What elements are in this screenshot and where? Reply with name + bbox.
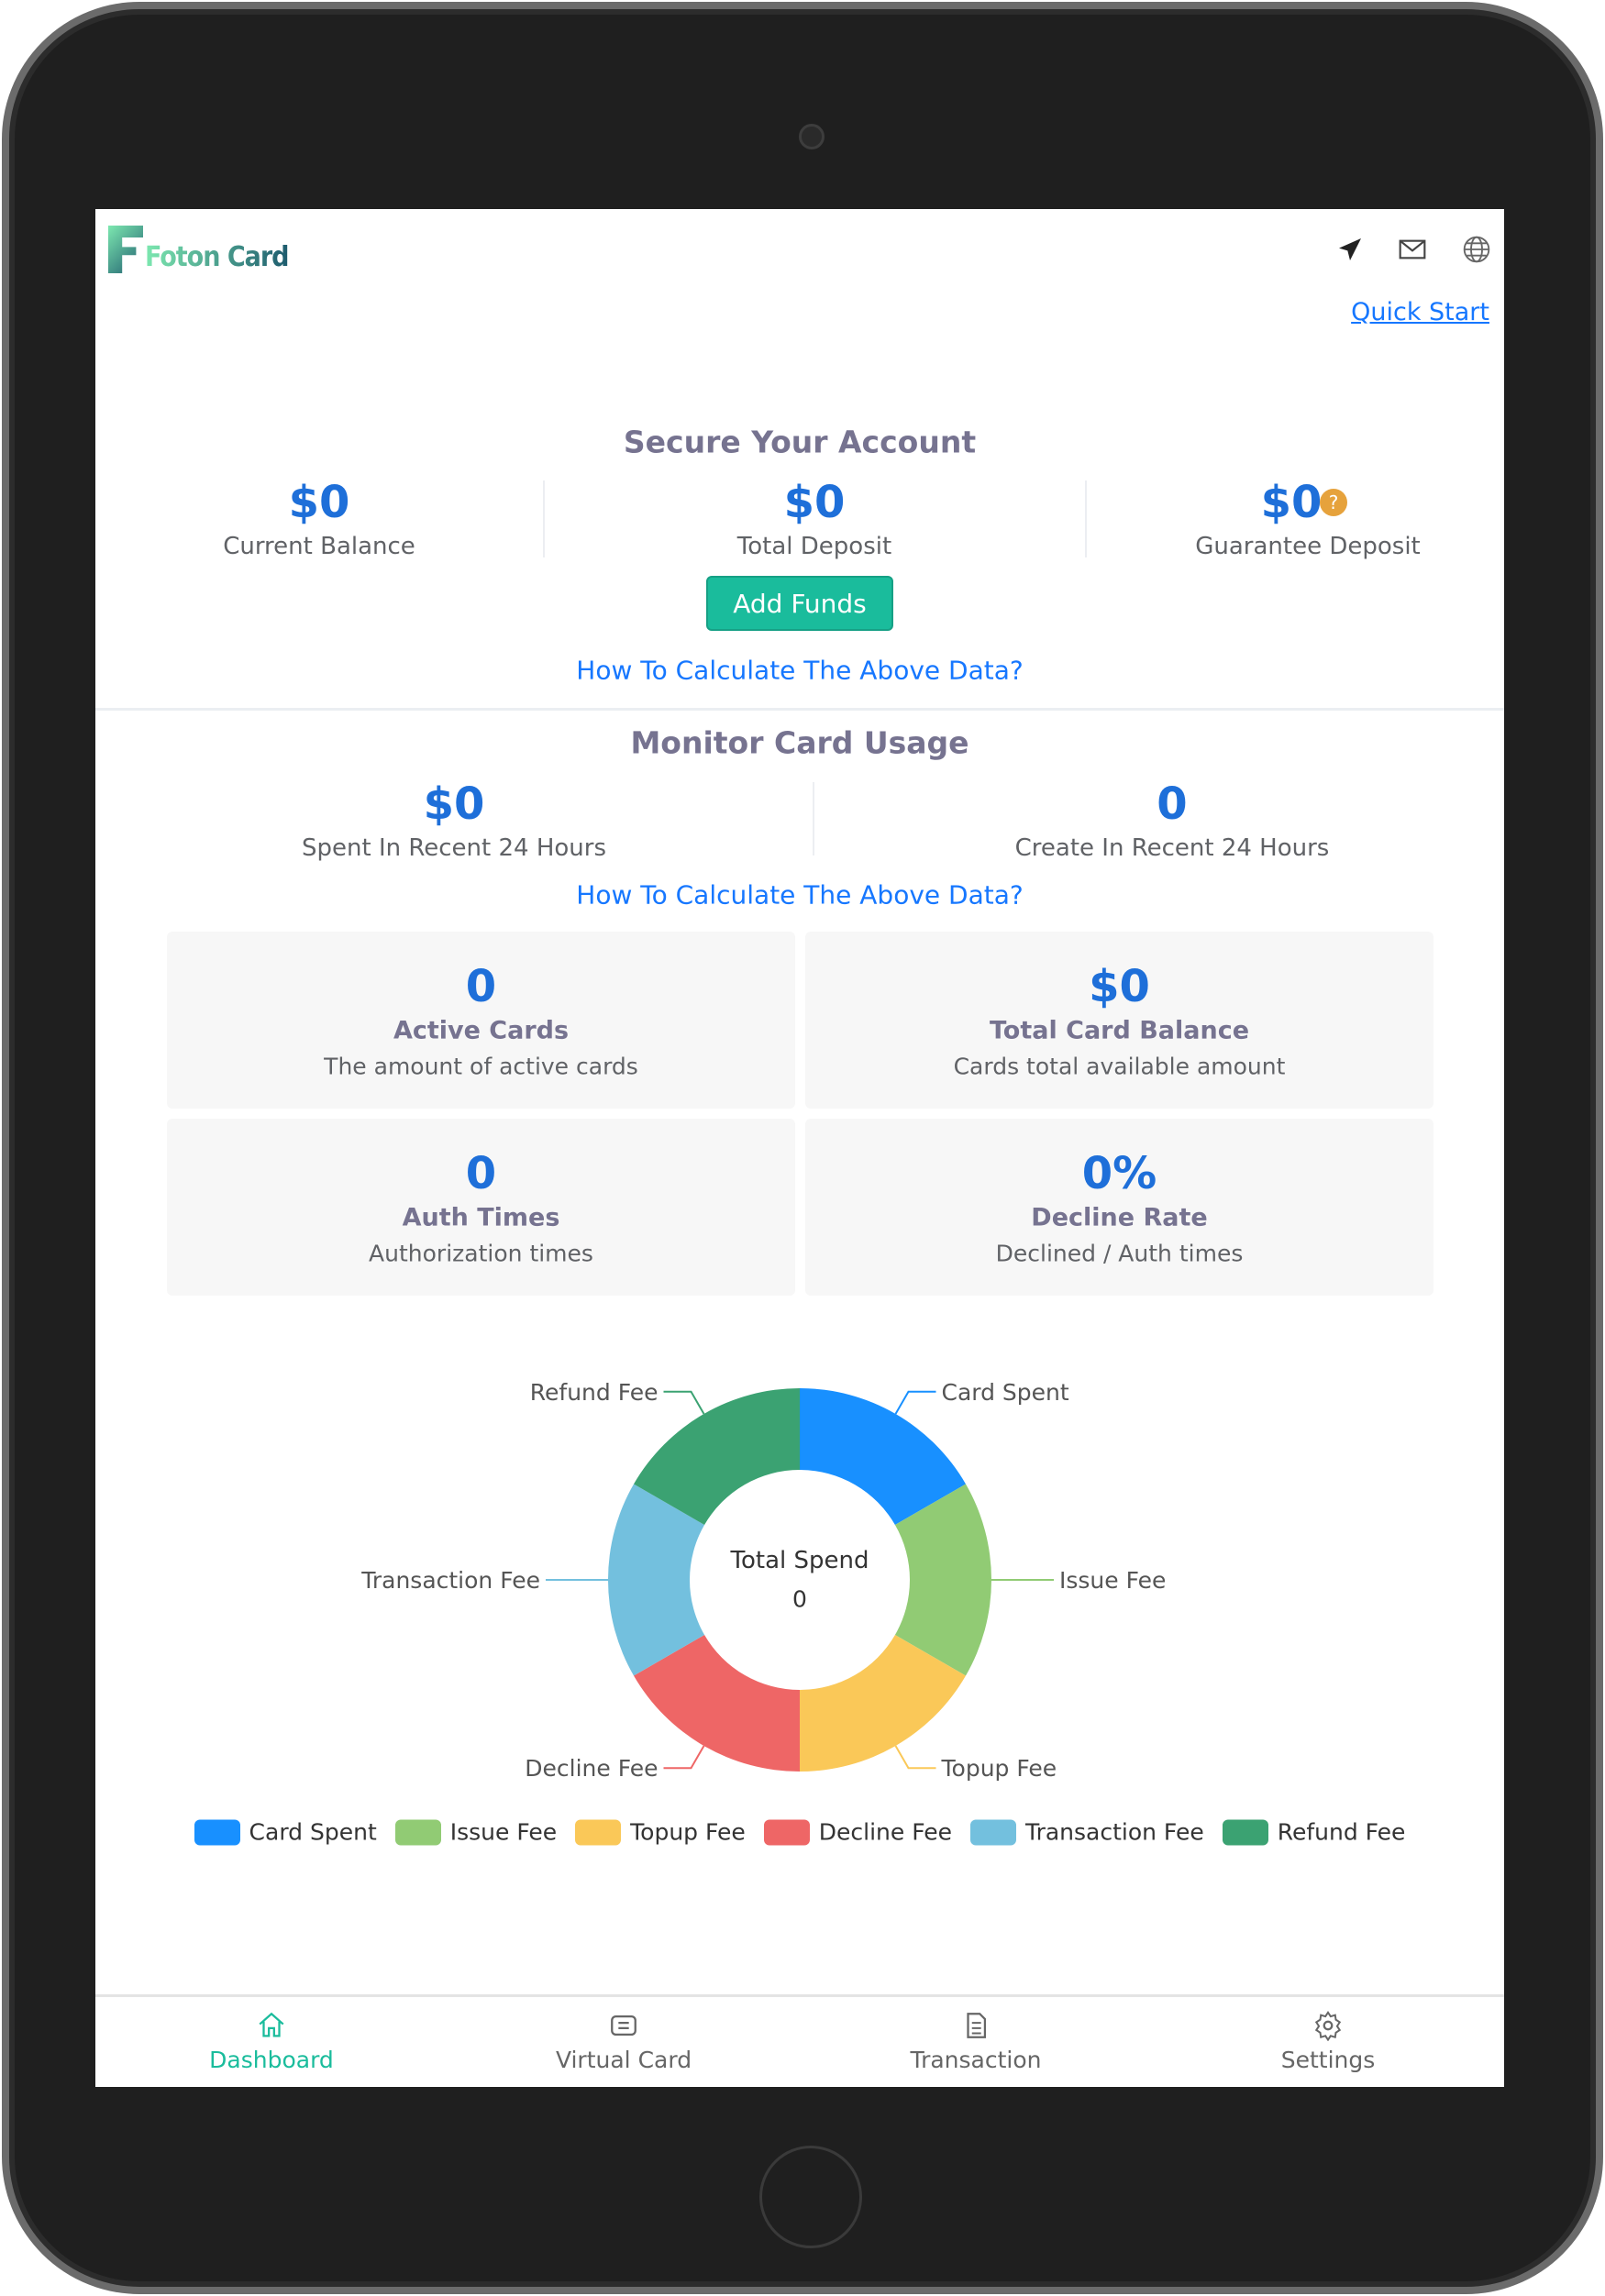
legend-swatch <box>1222 1819 1268 1845</box>
leader-line <box>663 1745 705 1770</box>
card-subtitle: Declined / Auth times <box>995 1240 1244 1267</box>
leader-line <box>894 1745 936 1770</box>
legend-label: Refund Fee <box>1277 1818 1406 1846</box>
guarantee-deposit-value: $0 <box>1260 477 1323 528</box>
legend-swatch <box>394 1819 441 1845</box>
legend-label: Card Spent <box>249 1818 377 1846</box>
nav-virtual-card[interactable]: Virtual Card <box>448 1997 800 2087</box>
logo-text: Foton Card <box>145 241 289 273</box>
donut-slice-1[interactable] <box>894 1484 991 1676</box>
created-24h-label: Create In Recent 24 Hours <box>1014 834 1330 862</box>
monitor-title: Monitor Card Usage <box>630 724 969 761</box>
current-balance-label: Current Balance <box>223 533 415 560</box>
divider <box>543 480 545 557</box>
how-to-calculate-link[interactable]: How To Calculate The Above Data? <box>576 655 1024 686</box>
donut-slice-3[interactable] <box>634 1635 800 1772</box>
slice-label: Card Spent <box>942 1379 1069 1406</box>
nav-label: Virtual Card <box>555 2047 692 2073</box>
gear-icon <box>1314 2011 1342 2041</box>
nav-label: Settings <box>1280 2047 1376 2073</box>
nav-label: Dashboard <box>209 2047 334 2073</box>
stat-card-active-cards: 0 Active Cards The amount of active cards <box>167 932 795 1109</box>
globe-icon[interactable] <box>1462 235 1491 264</box>
legend-item[interactable]: Topup Fee <box>575 1819 746 1846</box>
legend-item[interactable]: Transaction Fee <box>969 1818 1204 1846</box>
legend-label: Decline Fee <box>818 1818 952 1846</box>
slice-label: Topup Fee <box>941 1755 1057 1782</box>
legend-swatch <box>969 1819 1016 1845</box>
current-balance-value: $0 <box>288 477 350 528</box>
legend-item[interactable]: Decline Fee <box>763 1818 952 1846</box>
card-title: Decline Rate <box>1031 1203 1208 1232</box>
slice-label: Transaction Fee <box>360 1567 540 1594</box>
camera <box>799 124 825 149</box>
slice-label: Decline Fee <box>525 1755 658 1782</box>
slice-label: Refund Fee <box>530 1379 659 1406</box>
leader-line <box>663 1390 705 1415</box>
legend-swatch <box>575 1819 622 1845</box>
spend-donut-chart: Card Spent Issue Fee Topup Fee Decline Fee T… <box>360 1379 1166 1782</box>
donut-center-title: Total Spend <box>730 1547 869 1574</box>
stat-card-decline-rate: 0% Decline Rate Declined / Auth times <box>805 1119 1433 1296</box>
donut-slice-4[interactable] <box>608 1484 705 1676</box>
logo-mark <box>108 226 143 273</box>
logo[interactable]: Foton Card <box>108 226 289 273</box>
spent-24h-value: $0 <box>423 778 485 830</box>
divider <box>1085 480 1087 557</box>
donut-slice-5[interactable] <box>634 1388 800 1525</box>
legend-label: Transaction Fee <box>1024 1818 1204 1846</box>
legend-item[interactable]: Refund Fee <box>1222 1818 1406 1846</box>
legend-label: Issue Fee <box>449 1818 558 1846</box>
card-value: 0 <box>465 1148 497 1199</box>
card-title: Active Cards <box>393 1016 570 1045</box>
total-deposit-label: Total Deposit <box>736 533 892 560</box>
card-value: 0% <box>1081 1148 1157 1199</box>
app-screen: Foton Card Quick Start Secure Your Accou… <box>95 209 1504 2087</box>
card-subtitle: Authorization times <box>369 1240 593 1267</box>
slice-label: Issue Fee <box>1059 1567 1166 1594</box>
legend-label: Topup Fee <box>630 1818 746 1846</box>
total-deposit-value: $0 <box>783 477 846 528</box>
card-subtitle: The amount of active cards <box>324 1053 638 1080</box>
spent-24h-label: Spent In Recent 24 Hours <box>302 834 606 862</box>
legend-item[interactable]: Issue Fee <box>394 1818 558 1846</box>
donut-center-value: 0 <box>792 1585 807 1613</box>
add-funds-button[interactable]: Add Funds <box>706 576 893 631</box>
divider <box>813 782 814 855</box>
home-icon <box>259 2012 284 2037</box>
card-value: 0 <box>465 961 497 1012</box>
card-value: $0 <box>1089 961 1150 1012</box>
nav-label: Transaction <box>910 2047 1042 2073</box>
card-title: Total Card Balance <box>989 1016 1250 1045</box>
stat-card-auth-times: 0 Auth Times Authorization times <box>167 1119 795 1296</box>
bottom-nav: Dashboard Virtual Card Transaction Setti… <box>95 1994 1504 2087</box>
donut-slice-2[interactable] <box>800 1635 966 1772</box>
legend-item[interactable]: Card Spent <box>194 1819 377 1846</box>
nav-settings[interactable]: Settings <box>1152 1997 1504 2087</box>
legend-swatch <box>763 1819 810 1845</box>
leader-line <box>894 1390 936 1415</box>
card-subtitle: Cards total available amount <box>953 1053 1286 1080</box>
card-icon <box>611 2015 636 2037</box>
created-24h-value: 0 <box>1157 778 1188 830</box>
stat-card-total-card-balance: $0 Total Card Balance Cards total availabl… <box>805 932 1433 1109</box>
section-divider <box>95 708 1504 711</box>
nav-dashboard[interactable]: Dashboard <box>95 1997 448 2087</box>
legend-swatch <box>194 1819 240 1845</box>
nav-transaction[interactable]: Transaction <box>800 1997 1152 2087</box>
card-title: Auth Times <box>402 1203 560 1232</box>
mail-icon[interactable] <box>1398 235 1427 264</box>
send-icon[interactable] <box>1335 235 1365 264</box>
home-button <box>759 2146 862 2248</box>
document-icon <box>967 2013 987 2038</box>
donut-slice-0[interactable] <box>800 1388 966 1525</box>
secure-title: Secure Your Account <box>623 424 977 460</box>
help-icon[interactable]: ? <box>1320 489 1347 516</box>
how-to-calculate-link-2[interactable]: How To Calculate The Above Data? <box>576 879 1024 911</box>
quick-start-link[interactable]: Quick Start <box>1351 298 1489 326</box>
chart-legend: Card Spent Issue Fee Topup Fee Decline Fee T… <box>95 1819 1504 1846</box>
guarantee-deposit-label: Guarantee Deposit <box>1195 533 1421 560</box>
